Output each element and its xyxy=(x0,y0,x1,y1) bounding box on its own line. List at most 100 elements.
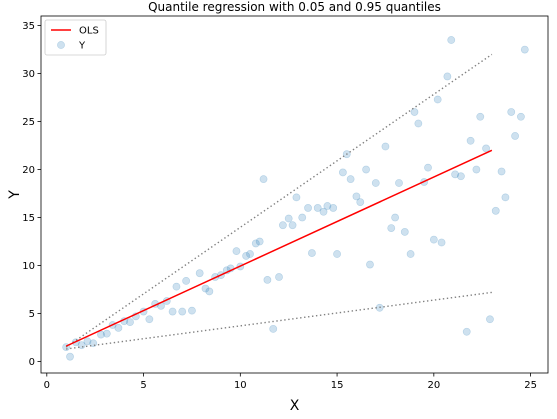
scatter-point xyxy=(410,108,419,116)
scatter-point xyxy=(304,204,312,212)
scatter-point xyxy=(182,276,191,285)
scatter-points xyxy=(62,36,529,361)
scatter-point xyxy=(242,252,251,260)
legend-y-label: Y xyxy=(78,41,86,52)
scatter-point xyxy=(232,247,241,256)
scatter-point xyxy=(406,250,415,258)
scatter-point xyxy=(424,163,432,172)
scatter-point xyxy=(433,95,442,104)
scatter-point xyxy=(356,198,365,207)
scatter-point xyxy=(437,238,446,247)
scatter-point xyxy=(275,273,283,281)
scatter-point xyxy=(362,165,370,174)
y-tick-label: 35 xyxy=(22,21,35,32)
scatter-point xyxy=(482,144,490,153)
scatter-point xyxy=(97,330,105,339)
scatter-point xyxy=(346,175,355,184)
y-tick-label: 10 xyxy=(22,261,35,272)
axes: 0 5 10 15 20 25 0 5 10 15 20 25 30 35 xyxy=(22,15,549,391)
scatter-point xyxy=(457,172,465,181)
y-tick-label: 25 xyxy=(22,117,35,128)
scatter-point xyxy=(447,36,456,44)
scatter-point xyxy=(172,282,181,291)
ols-line xyxy=(65,149,493,347)
scatter-point xyxy=(263,276,272,284)
scatter-point xyxy=(201,284,210,293)
scatter-point xyxy=(517,112,525,121)
scatter-point xyxy=(323,202,332,210)
scatter-point xyxy=(205,287,214,296)
x-tick-label: 25 xyxy=(524,380,537,391)
scatter-point xyxy=(400,228,409,236)
y-tick-label: 15 xyxy=(22,213,35,224)
quantile-0.95-line xyxy=(65,53,493,348)
scatter-point xyxy=(278,221,287,230)
scatter-point xyxy=(366,260,374,269)
scatter-point xyxy=(145,315,154,324)
scatter-point xyxy=(507,108,516,116)
x-tick-label: 5 xyxy=(140,380,146,391)
scatter-point xyxy=(292,193,301,202)
scatter-point xyxy=(255,237,264,246)
scatter-point xyxy=(259,175,268,184)
y-axis-label: Y xyxy=(7,190,23,200)
scatter-point xyxy=(333,250,341,258)
scatter-point xyxy=(511,132,520,140)
scatter-point xyxy=(414,119,423,128)
scatter-point xyxy=(83,337,92,346)
legend-ols-label: OLS xyxy=(79,26,99,37)
scatter-point xyxy=(102,329,111,338)
scatter-point xyxy=(114,323,123,332)
scatter-point xyxy=(66,352,74,361)
scatter-point xyxy=(472,165,481,174)
scatter-point xyxy=(429,235,438,244)
scatter-point xyxy=(308,249,316,257)
x-tick-label: 10 xyxy=(234,380,247,391)
scatter-point xyxy=(338,168,347,177)
scatter-point xyxy=(269,324,278,333)
x-tick-label: 0 xyxy=(44,380,50,391)
scatter-point xyxy=(476,112,485,121)
scatter-point xyxy=(319,207,328,216)
legend-box xyxy=(44,19,107,56)
axes-frame xyxy=(40,15,549,374)
x-tick-label: 20 xyxy=(427,380,440,391)
scatter-point xyxy=(329,204,338,212)
scatter-point xyxy=(462,327,471,336)
scatter-point xyxy=(443,72,452,81)
scatter-point xyxy=(497,167,506,176)
scatter-point xyxy=(178,307,187,316)
scatter-point xyxy=(246,250,254,258)
scatter-point xyxy=(251,239,260,248)
y-tick-label: 0 xyxy=(29,357,35,368)
x-tick-label: 15 xyxy=(331,380,344,391)
scatter-point xyxy=(381,142,390,151)
scatter-point xyxy=(195,269,204,278)
scatter-point xyxy=(395,179,403,187)
scatter-point xyxy=(188,306,196,315)
x-axis-label: X xyxy=(290,398,300,414)
scatter-point xyxy=(451,170,460,179)
scatter-point xyxy=(168,307,177,316)
y-tick-label: 20 xyxy=(22,165,35,176)
scatter-point xyxy=(313,204,322,212)
scatter-point xyxy=(391,213,400,222)
plot-area xyxy=(62,36,529,361)
scatter-point xyxy=(491,206,500,215)
scatter-point xyxy=(126,318,134,327)
scatter-point xyxy=(352,192,361,201)
scatter-point xyxy=(387,224,396,232)
y-tick-label: 5 xyxy=(29,309,35,320)
legend-y-swatch xyxy=(57,41,65,49)
scatter-point xyxy=(284,214,293,223)
legend: OLS Y xyxy=(44,19,107,56)
scatter-point xyxy=(288,221,297,230)
scatter-point xyxy=(501,193,510,202)
scatter-point xyxy=(520,45,529,54)
chart-title: Quantile regression with 0.05 and 0.95 q… xyxy=(148,0,441,14)
y-tick-label: 30 xyxy=(22,69,35,80)
scatter-point xyxy=(486,315,494,324)
scatter-point xyxy=(298,213,307,222)
scatter-point xyxy=(466,136,475,145)
